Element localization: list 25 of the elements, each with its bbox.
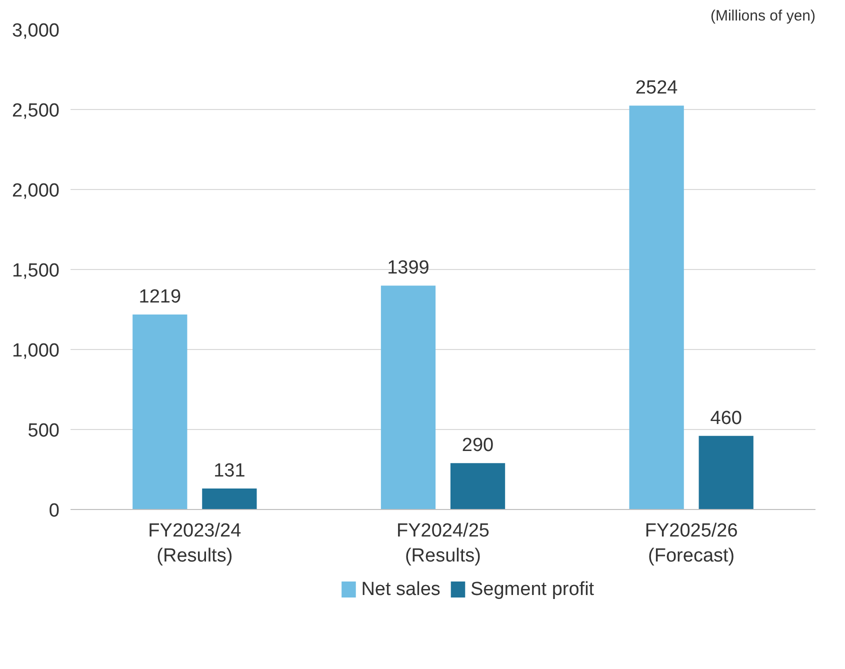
y-tick-label: 0: [48, 500, 60, 522]
bar: [380, 286, 436, 510]
data-label: 2524: [635, 78, 678, 99]
data-label: 1399: [387, 258, 430, 279]
text: (Millions of yen): [710, 8, 816, 24]
bar: [629, 106, 684, 510]
y-tick-label: 2,000: [12, 180, 60, 202]
legend-label: Segment profit: [470, 579, 595, 600]
y-tick-label: 1,500: [12, 260, 60, 282]
y-tick-label: 3,000: [12, 20, 60, 42]
bar: [202, 488, 257, 510]
x-tick-label: FY2024/25 (Results): [396, 520, 490, 567]
data-label: 460: [710, 408, 742, 429]
y-tick-label: 500: [28, 420, 60, 442]
y-tick-label: 2,500: [12, 100, 60, 122]
legend-label: Net sales: [361, 579, 440, 600]
data-label: 290: [462, 435, 494, 456]
x-tick-label: FY2023/24 (Results): [148, 520, 242, 567]
x-tick-label: FY2025/26 (Forecast): [644, 520, 738, 567]
y-tick-label: 1,000: [12, 340, 60, 362]
data-label: 131: [214, 460, 246, 482]
bar: [698, 436, 754, 510]
bar: [450, 463, 506, 510]
data-label: 1219: [138, 286, 182, 308]
bar: [132, 314, 188, 510]
